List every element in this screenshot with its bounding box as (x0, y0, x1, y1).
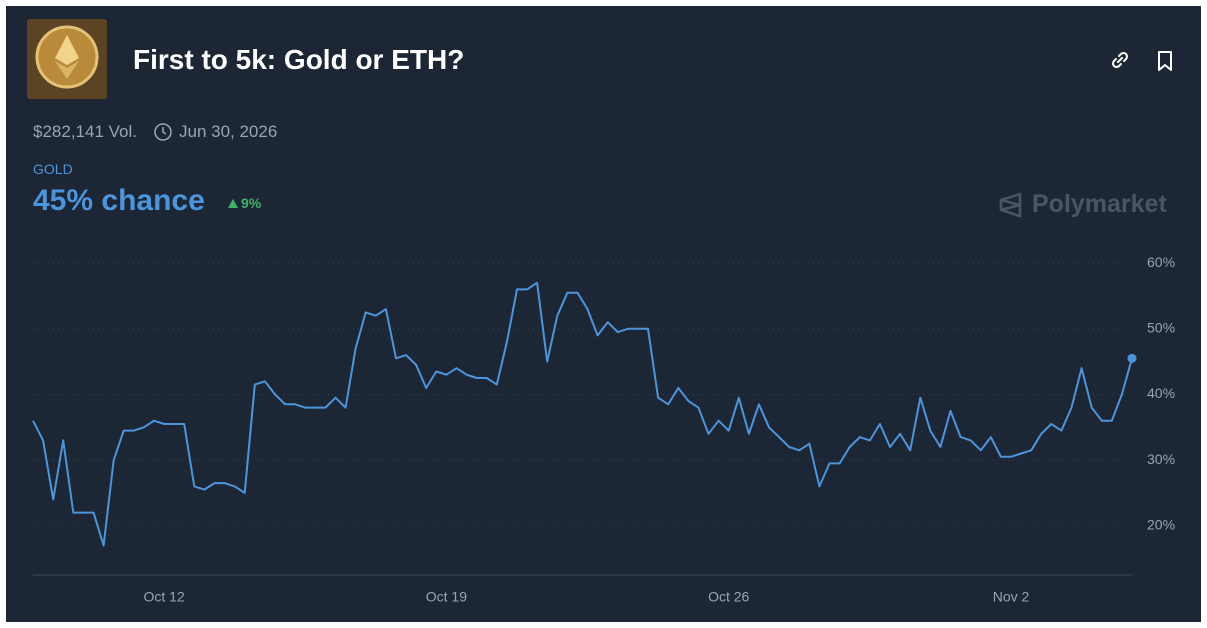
y-tick-label: 50% (1147, 319, 1175, 335)
price-line (32, 281, 1133, 547)
x-tick-label: Nov 2 (993, 589, 1030, 605)
last-point (1127, 353, 1137, 363)
brand-name: Polymarket (1032, 190, 1167, 218)
end-date: Jun 30, 2026 (178, 122, 278, 141)
link-button[interactable] (1110, 50, 1130, 70)
x-tick-label: Oct 19 (426, 589, 467, 605)
y-tick-label: 60% (1147, 254, 1175, 270)
chart: 20% 30% 40% 50% 60% Oct 12 Oct 19 Oct 26 Nov 2 (32, 254, 1175, 605)
clock-icon (154, 123, 172, 141)
outcome-label: GOLD (33, 161, 73, 177)
y-tick-label: 20% (1147, 516, 1175, 532)
change: 9% (228, 195, 261, 211)
brand-logo (999, 192, 1022, 217)
y-tick-label: 30% (1147, 451, 1175, 467)
bookmark-button[interactable] (1156, 50, 1174, 72)
x-tick-label: Oct 26 (708, 589, 749, 605)
up-arrow (228, 198, 238, 208)
chance: 45% chance (33, 184, 205, 217)
brand: Polymarket (998, 190, 1167, 219)
market-meta: $282,141 Vol. Jun 30, 2026 (33, 122, 277, 142)
volume: $282,141 Vol. (33, 122, 137, 141)
y-tick-label: 40% (1147, 385, 1175, 401)
market-card: First to 5k: Gold or ETH? $282,141 Vol. … (6, 6, 1201, 622)
x-tick-label: Oct 12 (143, 589, 184, 605)
change-value: 9% (241, 195, 262, 211)
market-icon (27, 19, 107, 99)
market-title: First to 5k: Gold or ETH? (133, 44, 465, 75)
